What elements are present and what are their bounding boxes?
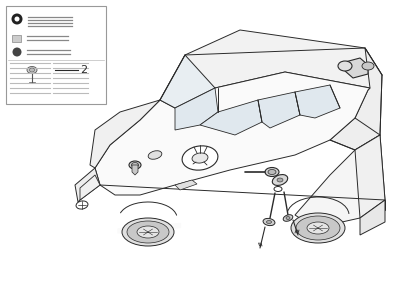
Ellipse shape <box>182 146 218 170</box>
Polygon shape <box>360 200 385 235</box>
Ellipse shape <box>266 220 272 224</box>
Ellipse shape <box>362 62 374 70</box>
Ellipse shape <box>12 14 22 25</box>
Polygon shape <box>295 135 385 228</box>
Text: 2: 2 <box>80 65 87 75</box>
Ellipse shape <box>30 68 34 72</box>
Ellipse shape <box>265 167 279 176</box>
Ellipse shape <box>338 61 352 71</box>
Ellipse shape <box>122 218 174 246</box>
Polygon shape <box>95 72 370 195</box>
Polygon shape <box>132 165 138 175</box>
Polygon shape <box>258 92 300 128</box>
Ellipse shape <box>14 16 20 22</box>
Ellipse shape <box>148 151 162 159</box>
Polygon shape <box>160 55 215 108</box>
Polygon shape <box>330 48 382 150</box>
Ellipse shape <box>132 163 138 167</box>
Polygon shape <box>75 168 100 202</box>
Ellipse shape <box>286 217 290 220</box>
Ellipse shape <box>277 178 283 182</box>
Ellipse shape <box>307 222 329 234</box>
Ellipse shape <box>296 216 340 240</box>
Ellipse shape <box>291 213 345 243</box>
Ellipse shape <box>192 153 208 163</box>
Polygon shape <box>345 58 368 78</box>
Ellipse shape <box>272 175 288 185</box>
Ellipse shape <box>263 218 275 226</box>
Polygon shape <box>175 88 218 130</box>
Ellipse shape <box>129 161 141 169</box>
Polygon shape <box>355 135 385 218</box>
Polygon shape <box>295 85 340 118</box>
Ellipse shape <box>127 221 169 243</box>
Ellipse shape <box>137 226 159 238</box>
Ellipse shape <box>283 215 293 221</box>
Polygon shape <box>200 100 262 135</box>
Ellipse shape <box>76 201 88 209</box>
Polygon shape <box>90 100 160 168</box>
Ellipse shape <box>12 47 22 56</box>
Polygon shape <box>160 30 382 108</box>
FancyBboxPatch shape <box>6 6 106 104</box>
Ellipse shape <box>27 67 37 73</box>
Polygon shape <box>175 180 197 190</box>
FancyBboxPatch shape <box>12 35 21 42</box>
Polygon shape <box>80 175 100 200</box>
Ellipse shape <box>268 169 276 175</box>
